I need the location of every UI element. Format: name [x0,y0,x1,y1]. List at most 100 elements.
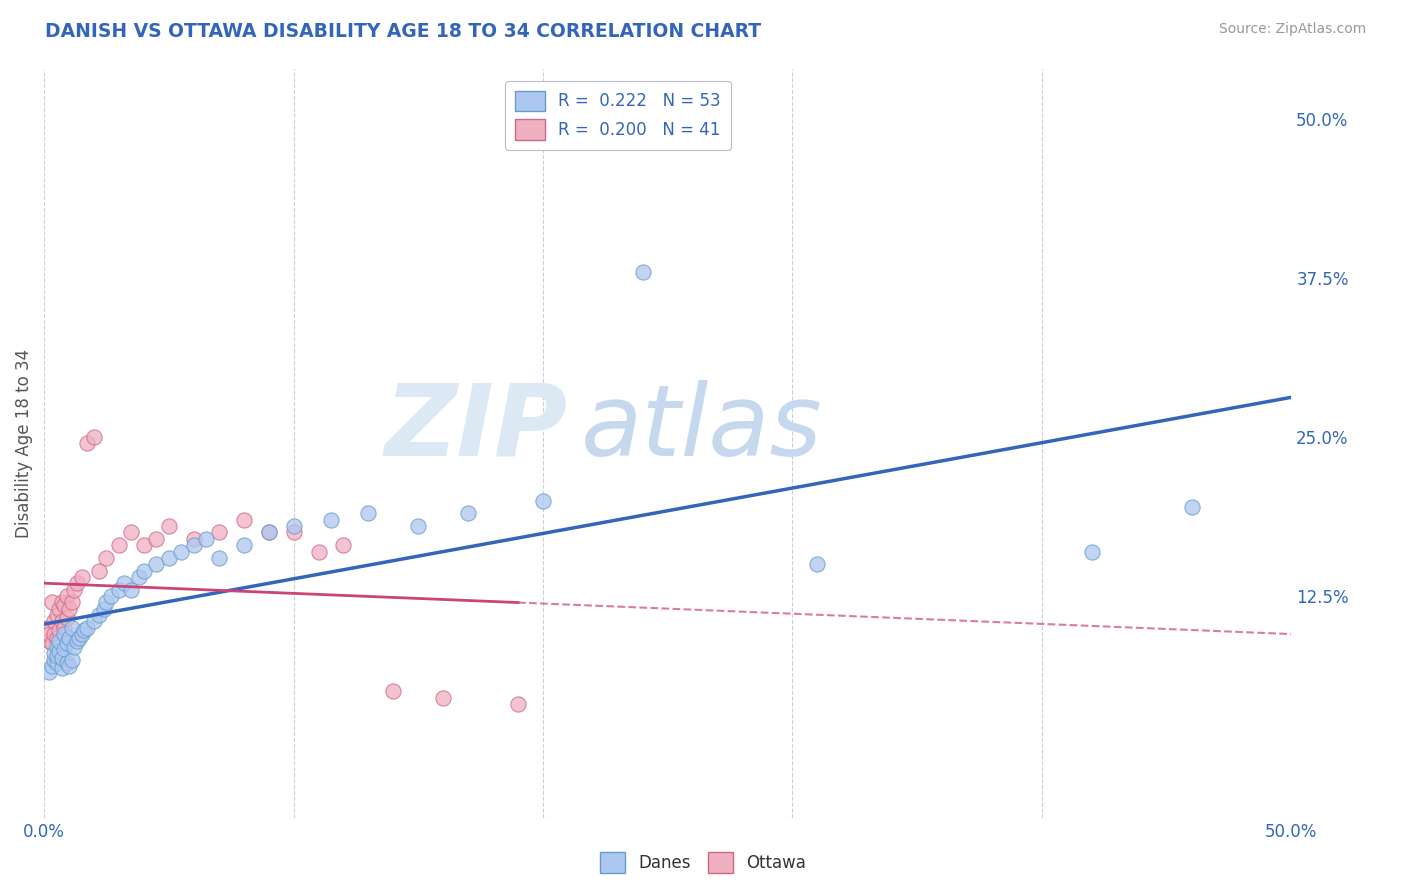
Point [55,610,77,624]
Text: DANISH VS OTTAWA DISABILITY AGE 18 TO 34 CORRELATION CHART: DANISH VS OTTAWA DISABILITY AGE 18 TO 34… [45,22,761,41]
Point [53,642,76,657]
Point [58,601,80,615]
Point [96,550,118,565]
Point [48,633,70,648]
Point [195,532,218,546]
Legend: Danes, Ottawa: Danes, Ottawa [593,846,813,880]
Point [42,627,65,641]
Point [283,525,305,540]
Point [45,640,67,654]
Point [183,538,205,552]
Point [53,627,76,641]
Point [76,436,98,450]
Point [63,640,86,654]
Point [108,538,131,552]
Point [432,690,454,705]
Text: ZIP: ZIP [385,380,568,477]
Point [232,513,254,527]
Point [631,265,654,279]
Point [806,558,828,572]
Point [42,652,65,666]
Point [60,595,83,609]
Point [283,519,305,533]
Point [382,684,405,698]
Point [41,636,63,650]
Point [208,525,231,540]
Point [58,659,80,673]
Point [63,582,86,597]
Point [83,615,105,629]
Point [48,601,70,615]
Point [35,621,58,635]
Point [120,582,142,597]
Point [42,615,65,629]
Point [58,631,80,645]
Point [55,657,77,671]
Text: Source: ZipAtlas.com: Source: ZipAtlas.com [1219,22,1367,37]
Point [332,538,354,552]
Point [51,595,73,609]
Point [83,430,105,444]
Point [38,633,60,648]
Point [257,525,280,540]
Point [157,550,180,565]
Point [406,519,429,533]
Point [45,657,67,671]
Point [87,608,110,623]
Text: atlas: atlas [581,380,823,477]
Point [45,608,67,623]
Point [145,558,167,572]
Point [42,646,65,660]
Point [457,507,479,521]
Point [232,538,254,552]
Point [170,544,193,558]
Point [67,631,90,645]
Legend: R =  0.222   N = 53, R =  0.200   N = 41: R = 0.222 N = 53, R = 0.200 N = 41 [505,80,731,150]
Point [41,595,63,609]
Point [48,643,70,657]
Point [38,627,60,641]
Point [531,493,554,508]
Point [132,538,155,552]
Point [51,615,73,629]
Point [48,624,70,638]
Point [51,651,73,665]
Point [70,570,93,584]
Point [65,576,87,591]
Point [45,648,67,663]
Point [96,595,118,609]
Point [100,589,122,603]
Point [93,601,115,615]
Point [55,589,77,603]
Point [183,532,205,546]
Point [157,519,180,533]
Point [53,598,76,612]
Point [357,507,380,521]
Point [70,627,93,641]
Point [60,621,83,635]
Point [51,661,73,675]
Point [132,564,155,578]
Point [53,621,76,635]
Point [112,576,135,591]
Point [506,697,529,711]
Point [87,564,110,578]
Point [1180,500,1202,514]
Point [128,570,150,584]
Point [38,665,60,680]
Point [65,633,87,648]
Y-axis label: Disability Age 18 to 34: Disability Age 18 to 34 [15,349,32,538]
Point [108,582,131,597]
Point [76,621,98,635]
Point [1081,544,1104,558]
Point [73,624,96,638]
Point [55,636,77,650]
Point [145,532,167,546]
Point [120,525,142,540]
Point [41,659,63,673]
Point [319,513,342,527]
Point [308,544,330,558]
Point [208,550,231,565]
Point [60,652,83,666]
Point [257,525,280,540]
